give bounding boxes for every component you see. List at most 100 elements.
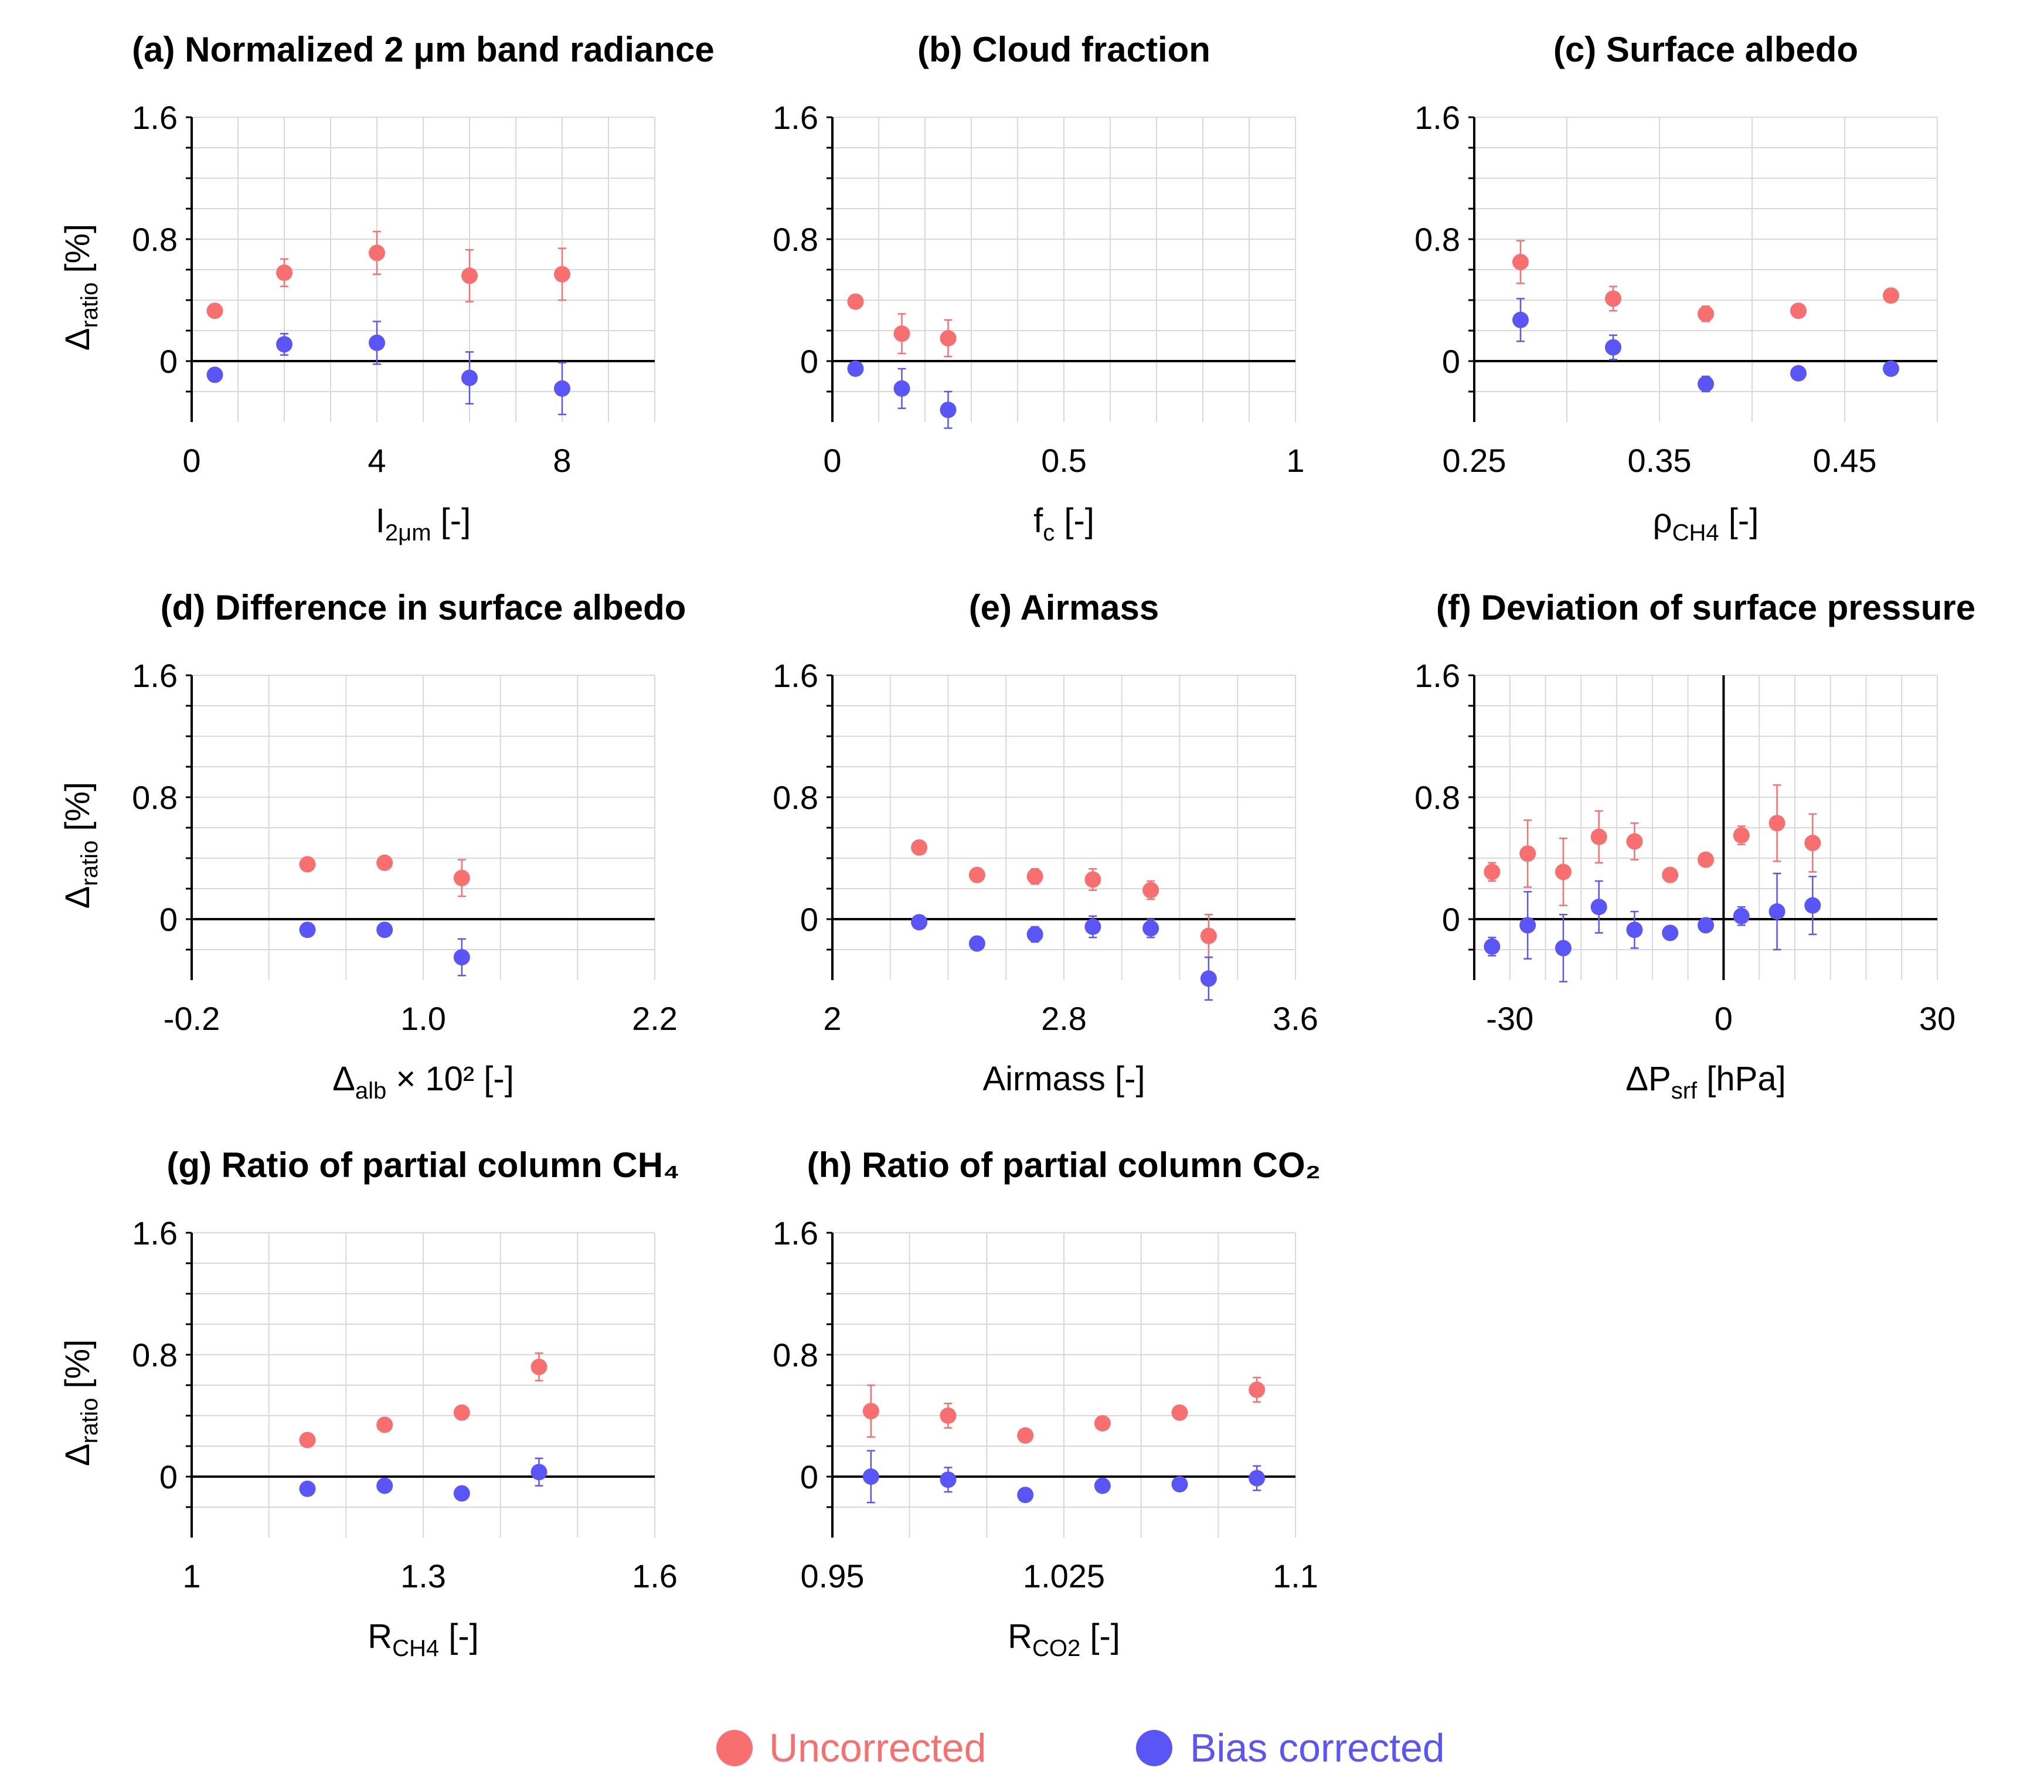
point-corrected — [893, 380, 910, 397]
point-uncorrected — [911, 839, 928, 856]
point-uncorrected — [1017, 1427, 1034, 1444]
point-corrected — [376, 1477, 393, 1494]
point-corrected — [1484, 938, 1501, 955]
y-tick-label: 0.8 — [1414, 221, 1460, 258]
x-tick-label: -0.2 — [164, 1000, 220, 1037]
point-uncorrected — [554, 266, 570, 283]
x-tick-label: 0 — [182, 442, 200, 479]
x-tick-label: -30 — [1486, 1000, 1533, 1037]
point-uncorrected — [453, 1404, 470, 1421]
y-tick-label: 1.6 — [132, 99, 178, 136]
point-corrected — [1026, 926, 1043, 943]
y-tick-label: 0 — [159, 1458, 178, 1495]
y-tick-label: 1.6 — [132, 657, 178, 694]
point-uncorrected — [376, 854, 393, 871]
point-uncorrected — [862, 1403, 879, 1420]
legend: Uncorrected Bias corrected — [716, 1726, 1445, 1770]
y-tick-label: 0 — [1442, 343, 1460, 380]
panel-e-title: (e) Airmass — [969, 588, 1159, 627]
y-tick-label: 1.6 — [773, 1215, 818, 1252]
point-corrected — [206, 366, 223, 383]
point-corrected — [1512, 311, 1529, 328]
panel-g-title: (g) Ratio of partial column CH₄ — [166, 1145, 679, 1185]
panel-h: (h) Ratio of partial column CO₂ 0 0.8 1.6 0.… — [773, 1145, 1321, 1661]
point-corrected — [1249, 1470, 1266, 1487]
point-corrected — [1017, 1487, 1034, 1504]
point-uncorrected — [453, 869, 470, 886]
panel-g: (g) Ratio of partial column CH₄ 0 0.8 1.6 1 1… — [59, 1145, 680, 1661]
panel-a: (a) Normalized 2 μm band radiance 0 0.8 1.6… — [59, 30, 715, 546]
point-corrected — [1094, 1477, 1111, 1494]
point-corrected — [1200, 970, 1217, 987]
x-axis-label: ρCH4 [-] — [1653, 502, 1759, 546]
point-uncorrected — [1084, 871, 1101, 888]
x-axis-label: ΔPsrf [hPa] — [1625, 1060, 1785, 1104]
panel-a-title: (a) Normalized 2 μm band radiance — [132, 30, 715, 69]
point-uncorrected — [1804, 835, 1821, 851]
y-tick-label: 0.8 — [132, 221, 178, 258]
y-tick-label: 1.6 — [773, 99, 818, 136]
point-corrected — [453, 949, 470, 965]
point-uncorrected — [1249, 1381, 1266, 1398]
x-tick-label: 0.35 — [1628, 442, 1692, 479]
point-corrected — [1171, 1476, 1188, 1492]
point-corrected — [1883, 361, 1899, 377]
point-corrected — [968, 935, 985, 952]
panel-e: (e) Airmass 0 0.8 1.6 2 2.8 3.6 Airmass [-] — [773, 588, 1318, 1098]
x-tick-label: 1.3 — [400, 1558, 446, 1594]
x-axis-label: RCO2 [-] — [1008, 1617, 1120, 1661]
y-axis-label: Δratio [%] — [59, 782, 103, 909]
point-uncorrected — [1883, 287, 1899, 304]
point-uncorrected — [1094, 1415, 1111, 1431]
point-uncorrected — [1662, 866, 1679, 883]
point-corrected — [276, 336, 293, 353]
point-uncorrected — [369, 244, 385, 261]
point-corrected — [1662, 924, 1679, 941]
y-tick-label: 0 — [159, 343, 178, 380]
point-uncorrected — [299, 1431, 316, 1448]
y-tick-label: 0 — [1442, 901, 1460, 938]
legend-corrected-label: Bias corrected — [1190, 1726, 1445, 1770]
x-tick-label: 0.95 — [801, 1558, 865, 1594]
x-tick-label: 0.25 — [1443, 442, 1506, 479]
legend-uncorrected-marker — [716, 1730, 753, 1766]
point-corrected — [1142, 920, 1159, 937]
point-uncorrected — [1698, 305, 1714, 322]
x-tick-label: 8 — [553, 442, 571, 479]
point-uncorrected — [847, 293, 864, 310]
point-corrected — [940, 402, 957, 419]
point-corrected — [1626, 921, 1643, 938]
y-tick-label: 1.6 — [1414, 657, 1460, 694]
point-uncorrected — [940, 1407, 957, 1424]
y-axis-label: Δratio [%] — [59, 224, 103, 351]
x-tick-label: 0 — [823, 442, 841, 479]
point-uncorrected — [940, 330, 957, 346]
x-tick-label: 1.1 — [1273, 1558, 1318, 1594]
point-corrected — [911, 914, 928, 931]
point-corrected — [1768, 903, 1785, 920]
point-corrected — [1519, 917, 1536, 934]
point-uncorrected — [1626, 833, 1643, 850]
point-corrected — [376, 921, 393, 938]
point-corrected — [453, 1485, 470, 1502]
point-corrected — [554, 380, 570, 397]
y-tick-label: 0 — [800, 1458, 818, 1495]
point-uncorrected — [1512, 254, 1529, 270]
point-uncorrected — [893, 325, 910, 342]
x-tick-label: 1.6 — [632, 1558, 678, 1594]
x-axis-label: I2μm [-] — [376, 502, 471, 546]
point-uncorrected — [276, 264, 293, 281]
x-axis-label: fc [-] — [1033, 502, 1094, 546]
y-tick-label: 0.8 — [773, 779, 818, 816]
point-uncorrected — [206, 302, 223, 319]
x-tick-label: 0.5 — [1041, 442, 1087, 479]
point-corrected — [530, 1464, 547, 1481]
y-tick-label: 0.8 — [773, 1337, 818, 1373]
x-tick-label: 4 — [368, 442, 386, 479]
y-tick-label: 0.8 — [132, 1337, 178, 1373]
point-uncorrected — [1733, 827, 1750, 844]
panel-f: (f) Deviation of surface pressure 0 0.8 1.6… — [1414, 588, 1975, 1104]
panel-b-title: (b) Cloud fraction — [917, 30, 1210, 69]
x-tick-label: 1.025 — [1023, 1558, 1105, 1594]
